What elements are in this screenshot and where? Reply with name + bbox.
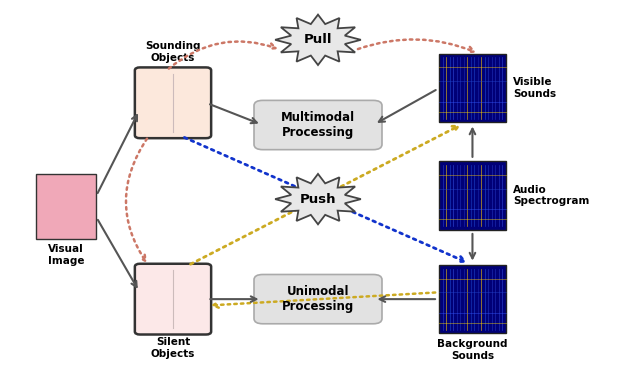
Polygon shape bbox=[275, 174, 361, 224]
Polygon shape bbox=[275, 15, 361, 65]
Text: Unimodal
Processing: Unimodal Processing bbox=[282, 285, 354, 313]
FancyBboxPatch shape bbox=[439, 54, 506, 122]
FancyBboxPatch shape bbox=[439, 265, 506, 334]
Text: Push: Push bbox=[300, 193, 336, 206]
FancyBboxPatch shape bbox=[439, 161, 506, 230]
Text: Pull: Pull bbox=[304, 33, 332, 46]
Text: Silent
Objects: Silent Objects bbox=[151, 337, 195, 359]
FancyBboxPatch shape bbox=[254, 274, 382, 324]
Text: Sounding
Objects: Sounding Objects bbox=[145, 41, 201, 63]
Text: Audio
Spectrogram: Audio Spectrogram bbox=[513, 185, 590, 206]
Text: Background
Sounds: Background Sounds bbox=[437, 339, 508, 361]
FancyBboxPatch shape bbox=[254, 100, 382, 150]
FancyBboxPatch shape bbox=[36, 174, 96, 239]
FancyBboxPatch shape bbox=[135, 67, 211, 138]
FancyBboxPatch shape bbox=[135, 264, 211, 335]
Text: Visible
Sounds: Visible Sounds bbox=[513, 77, 556, 99]
Text: Multimodal
Processing: Multimodal Processing bbox=[281, 111, 355, 139]
Text: Visual
Image: Visual Image bbox=[48, 244, 84, 266]
